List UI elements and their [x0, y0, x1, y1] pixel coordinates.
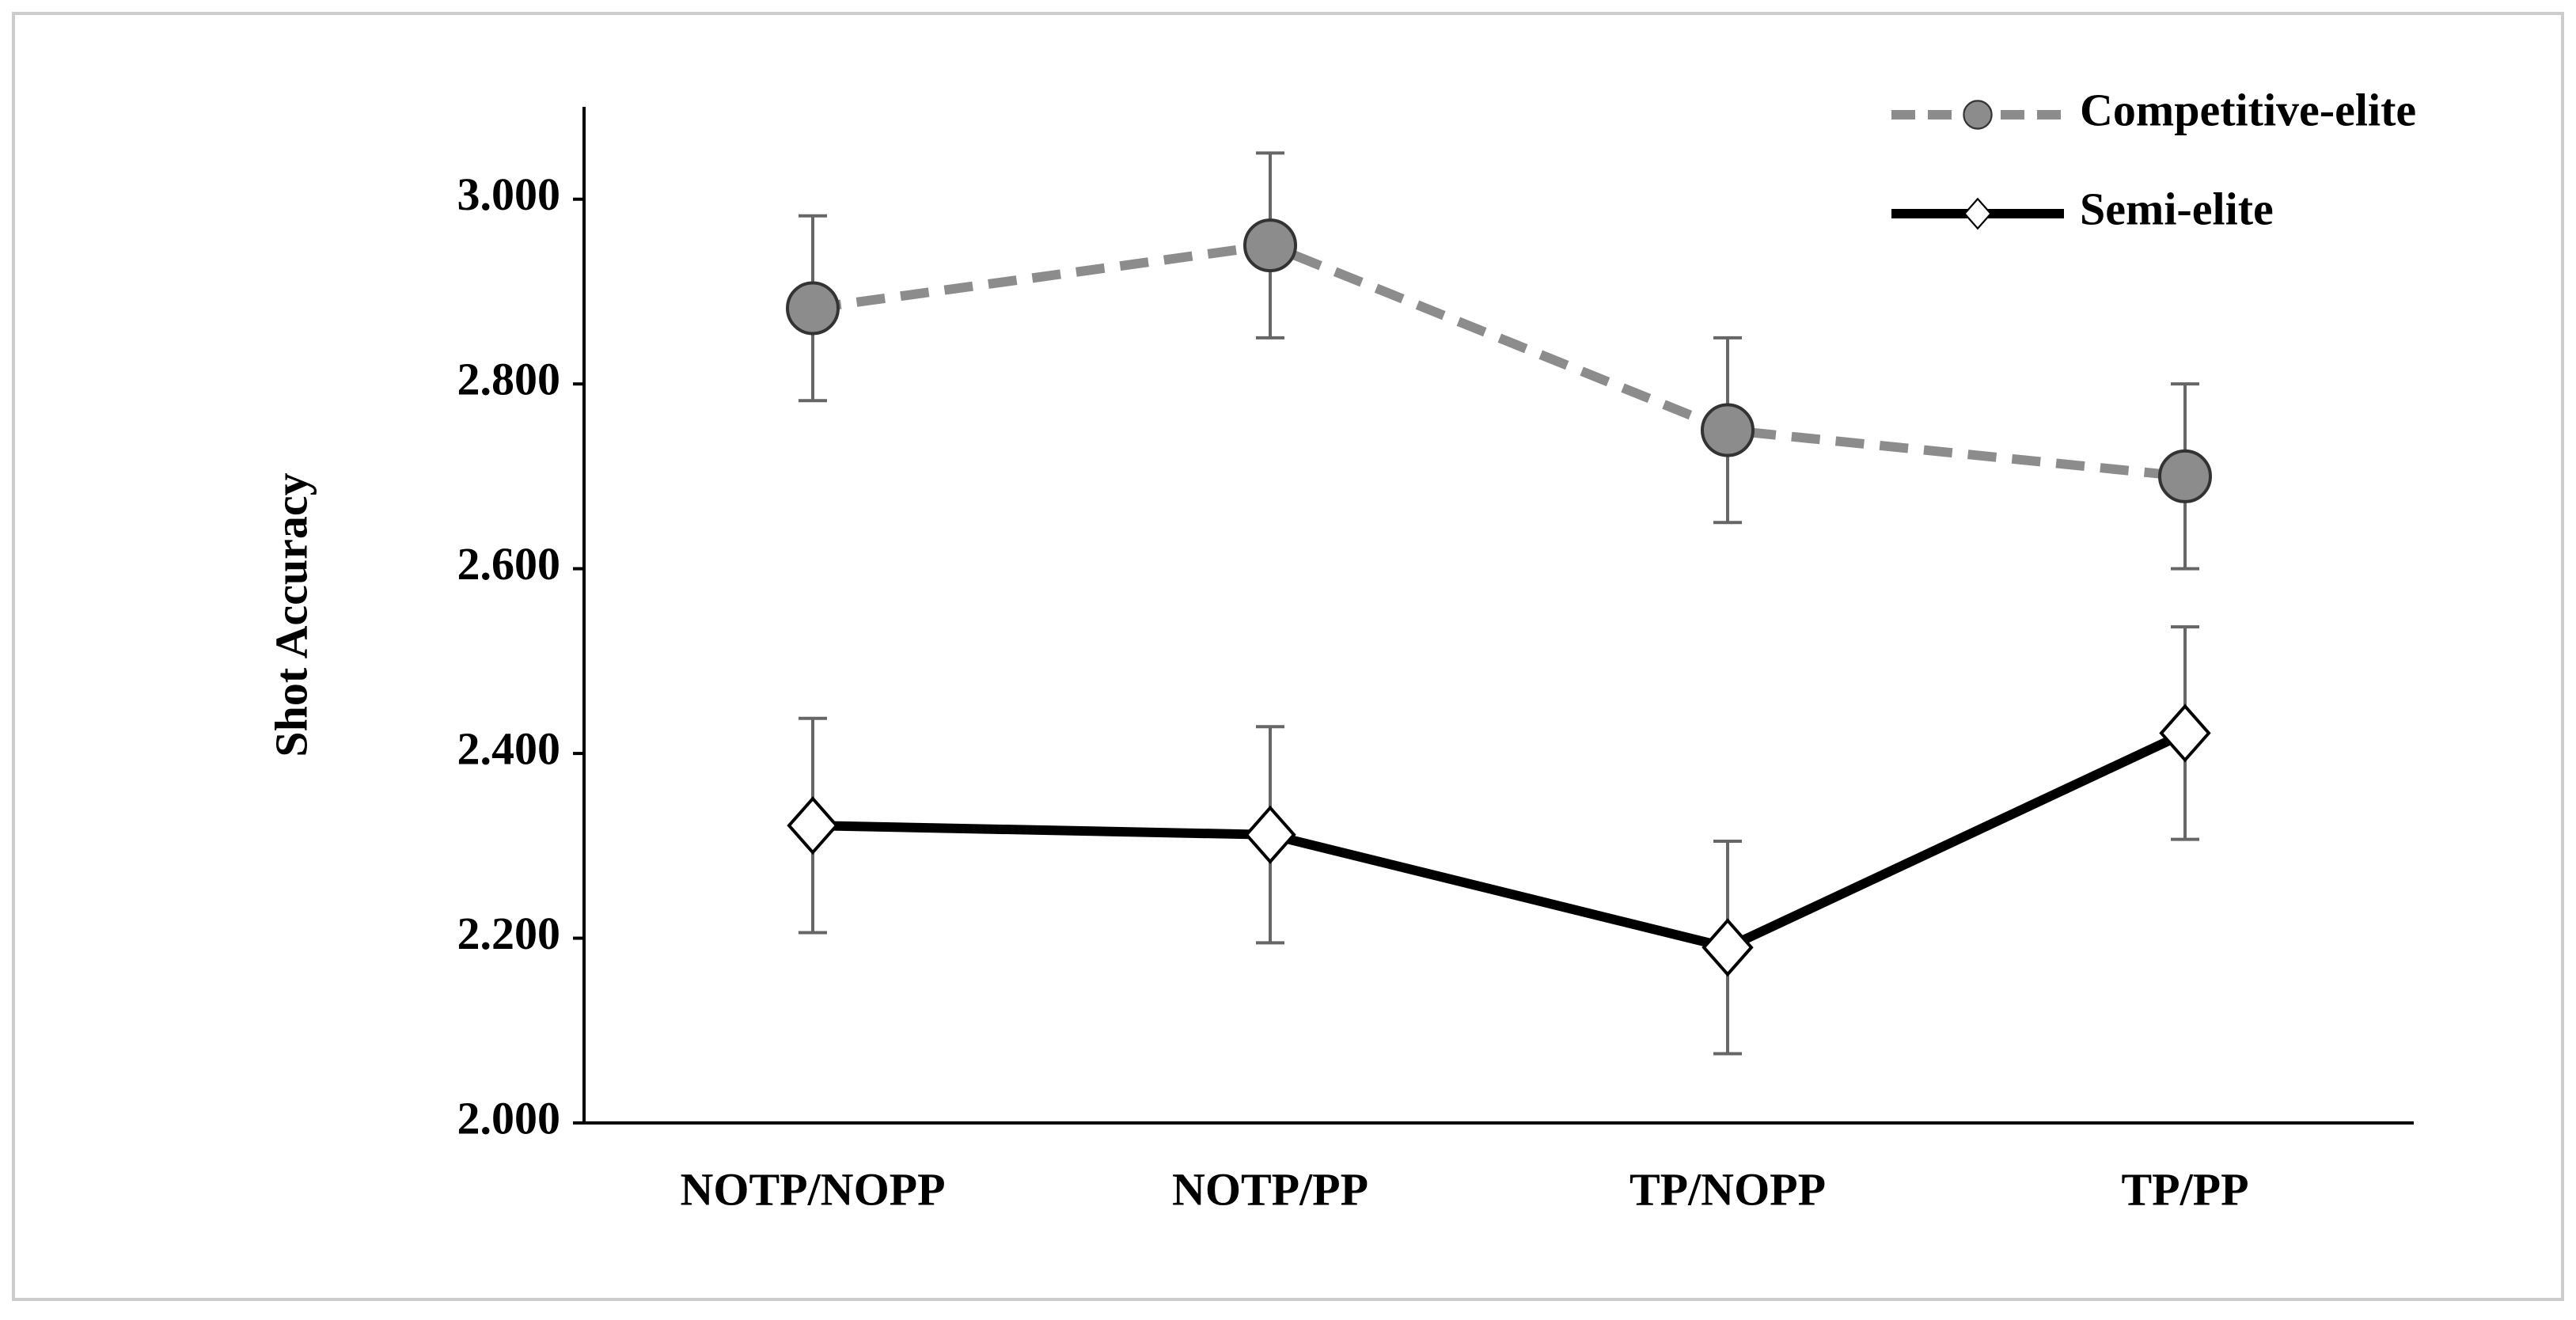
point [1702, 918, 1754, 977]
series-line [812, 728, 2187, 953]
legend-marker [1963, 100, 1993, 130]
point [786, 281, 840, 336]
legend-label: Semi-elite [2080, 183, 2274, 234]
legend-label: Competitive-elite [2080, 84, 2416, 135]
y-tick-label: 2.200 [457, 908, 561, 959]
y-tick-label: 2.000 [457, 1092, 561, 1144]
point [1701, 403, 1755, 457]
x-tick-label: NOTP/PP [1172, 1163, 1368, 1215]
x-tick-label: NOTP/NOPP [680, 1163, 945, 1215]
x-tick-label: TP/PP [2121, 1163, 2248, 1215]
point [2158, 449, 2212, 503]
point [1243, 218, 1297, 273]
point [1244, 805, 1296, 864]
series-line [812, 240, 2186, 481]
x-tick-label: TP/NOPP [1629, 1163, 1826, 1215]
point [787, 796, 839, 855]
y-axis-label: Shot Accuracy [265, 472, 317, 757]
y-tick-label: 2.600 [457, 538, 561, 590]
y-tick-label: 2.800 [457, 353, 561, 404]
y-tick-label: 2.400 [457, 723, 561, 774]
point [2159, 704, 2211, 763]
legend-marker [1963, 197, 1992, 230]
y-tick-label: 3.000 [457, 169, 561, 220]
